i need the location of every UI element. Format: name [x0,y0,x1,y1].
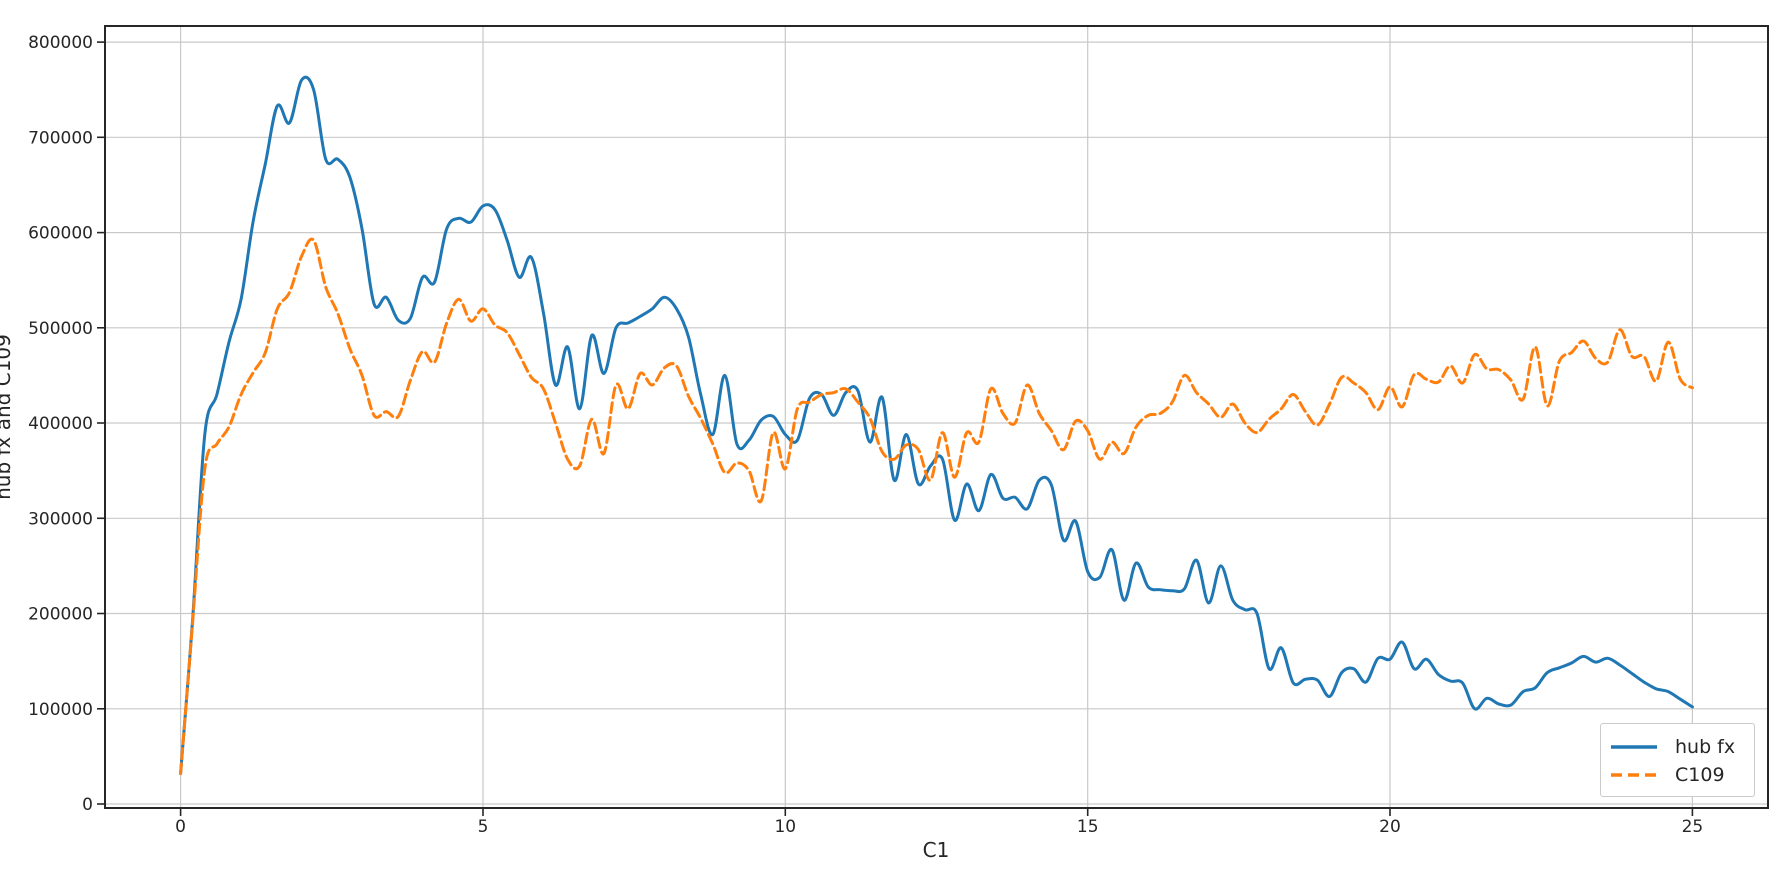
c109-dashed-line-swatch-icon [1611,773,1657,777]
series-c109 [179,237,1694,775]
y-axis-label: hub fx and C109 [0,334,15,500]
legend-label-hub-fx: hub fx [1675,735,1736,758]
y-tick-label: 600000 [28,224,93,244]
legend-row-c109: C109 [1609,761,1754,789]
x-tick-label: 5 [478,817,489,837]
x-tick-label: 25 [1682,817,1704,837]
hub-fx-line-swatch-icon [1611,745,1657,749]
x-tick-label: 0 [175,817,186,837]
y-tick-label: 700000 [28,128,93,148]
y-tick-label: 500000 [28,319,93,339]
legend-row-hub-fx: hub fx [1609,733,1754,761]
x-axis-ticks: 0 5 10 15 20 25 [175,808,1703,837]
x-tick-label: 20 [1379,817,1401,837]
y-tick-label: 100000 [28,700,93,720]
x-tick-label: 10 [774,817,796,837]
axes-spines [104,25,1769,809]
x-axis-label: C1 [922,838,950,862]
legend-label-c109: C109 [1675,763,1725,786]
legend: hub fx C109 [1600,723,1755,797]
y-tick-label: 200000 [28,605,93,625]
y-tick-label: 300000 [28,509,93,529]
y-tick-label: 400000 [28,414,93,434]
series-hub-fx [179,75,1694,775]
y-tick-label: 0 [82,795,93,815]
y-axis-ticks: 0 100000 200000 300000 400000 500000 600000 700… [28,33,105,815]
y-tick-label: 800000 [28,33,93,53]
x-tick-label: 15 [1077,817,1099,837]
gridlines [105,26,1768,808]
